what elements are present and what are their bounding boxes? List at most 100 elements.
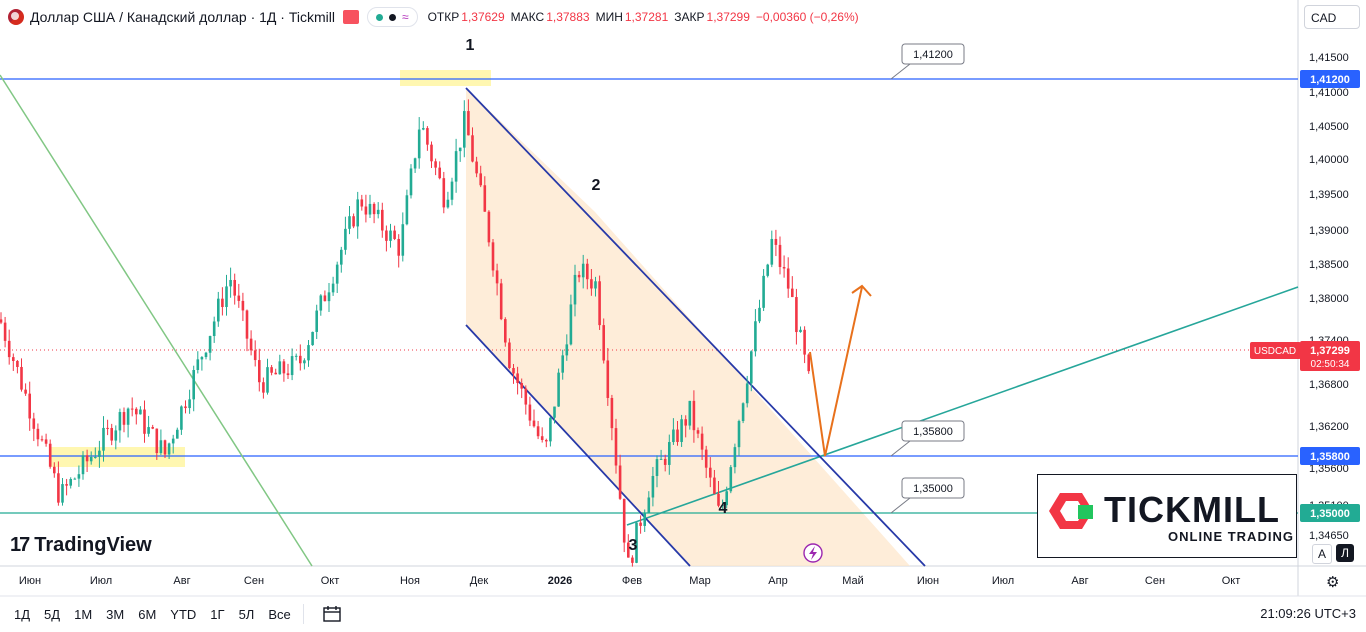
tradingview-mark-icon: 17 <box>10 534 30 556</box>
candle-body <box>651 475 655 498</box>
candle-body <box>147 427 150 434</box>
candle-body <box>311 331 314 346</box>
market-status-pill[interactable]: ≈ <box>367 7 418 27</box>
candle-body <box>176 429 179 439</box>
candle-body <box>680 419 683 442</box>
candle-body <box>688 400 692 426</box>
candle-body <box>155 428 159 454</box>
candle-body <box>94 456 97 458</box>
candle-body <box>479 173 482 186</box>
timeframe-all[interactable]: Все <box>268 606 291 622</box>
candle-body <box>212 321 216 337</box>
callout-pointer <box>890 63 911 80</box>
candle-body <box>167 443 171 455</box>
y-tick-label: 1,38000 <box>1309 293 1349 305</box>
settings-gear-icon[interactable]: ⚙ <box>1326 574 1340 591</box>
current-price-text: 1,37299 <box>1310 345 1350 357</box>
candle-body <box>782 267 786 269</box>
alert-badge-icon[interactable] <box>343 10 359 24</box>
channel-upper-line[interactable] <box>465 87 926 567</box>
candle-body <box>32 418 36 429</box>
candle-body <box>577 274 581 278</box>
green-trend-line[interactable] <box>0 74 313 567</box>
timeframe-1d[interactable]: 1Д <box>14 606 31 622</box>
candle-body <box>40 439 44 441</box>
price-axis-label <box>1300 504 1360 522</box>
candle-body <box>376 209 380 215</box>
candle-body <box>590 279 593 289</box>
timeframe-5y[interactable]: 5Л <box>238 606 255 622</box>
candle-body <box>631 557 634 563</box>
candle-body <box>307 345 310 361</box>
candle-body <box>643 512 646 526</box>
teal-trend-line[interactable] <box>626 286 1299 526</box>
candle-body <box>766 264 769 276</box>
candle-body <box>524 388 528 405</box>
auto-scale-button[interactable]: A <box>1312 544 1332 564</box>
forecast-path[interactable] <box>809 286 863 457</box>
candle-body <box>122 412 126 425</box>
timeframe-1m[interactable]: 1М <box>74 606 93 622</box>
candle-body <box>348 216 351 229</box>
candle-body <box>754 321 757 352</box>
channel-lower-line[interactable] <box>465 324 691 567</box>
timeframe-5d[interactable]: 5Д <box>44 606 61 622</box>
candle-body <box>81 455 85 475</box>
candle-body <box>430 144 433 162</box>
support-zone <box>51 447 185 467</box>
timeframe-ytd[interactable]: YTD <box>170 606 197 622</box>
candle-body <box>709 467 712 478</box>
calendar-range-icon[interactable] <box>322 604 342 624</box>
candle-body <box>323 295 327 302</box>
y-tick-label: 1,36800 <box>1309 379 1349 391</box>
callout-pointer <box>890 440 911 457</box>
price-callout[interactable] <box>901 477 965 499</box>
candle-body <box>491 242 495 271</box>
candle-body <box>229 279 232 287</box>
candle-body <box>24 389 27 394</box>
candle-body <box>188 399 191 409</box>
tradingview-logo: 17 TradingView <box>10 534 152 557</box>
candle-body <box>360 199 364 207</box>
y-tick-label: 1,41500 <box>1309 52 1349 64</box>
candle-body <box>135 408 138 415</box>
current-price-label <box>1300 341 1360 371</box>
timeframe-3m[interactable]: 3М <box>106 606 125 622</box>
price-callout[interactable] <box>901 43 965 65</box>
currency-selector[interactable]: CAD <box>1304 5 1360 29</box>
candle-body <box>569 304 573 345</box>
candle-body <box>799 329 802 333</box>
price-callout[interactable] <box>901 420 965 442</box>
symbol-title[interactable]: Доллар США / Канадский доллар · 1Д · Tic… <box>30 9 335 25</box>
candle-body <box>536 426 540 437</box>
candle-body <box>327 292 331 302</box>
candle-body <box>12 357 15 361</box>
candle-body <box>704 449 708 468</box>
candle-body <box>192 370 195 400</box>
ohlc-close-key: ЗАКР <box>674 10 705 24</box>
candle-body <box>696 430 700 434</box>
bar-countdown-text: 02:50:34 <box>1311 359 1350 370</box>
candle-body <box>139 409 142 415</box>
candle-body <box>61 484 64 503</box>
timeframe-1y[interactable]: 1Г <box>210 606 225 622</box>
y-tick-label: 1,40500 <box>1309 121 1349 133</box>
price-callout-text: 1,35800 <box>913 426 953 438</box>
candle-body <box>372 203 376 215</box>
candle-body <box>557 372 560 407</box>
candle-body <box>401 224 405 256</box>
candle-body <box>130 408 134 410</box>
x-tick-label: Июн <box>917 575 939 587</box>
log-scale-button[interactable]: Л <box>1336 544 1354 562</box>
price-axis-label-text: 1,35800 <box>1310 451 1350 463</box>
timeframe-6m[interactable]: 6М <box>138 606 157 622</box>
candle-body <box>196 359 200 371</box>
candle-body <box>249 338 253 351</box>
candle-body <box>225 286 228 308</box>
callout-pointer <box>890 497 911 514</box>
candle-body <box>364 206 368 215</box>
candle-body <box>512 368 515 374</box>
symbol-tag-text: USDCAD <box>1254 346 1296 357</box>
candle-body <box>393 230 396 239</box>
